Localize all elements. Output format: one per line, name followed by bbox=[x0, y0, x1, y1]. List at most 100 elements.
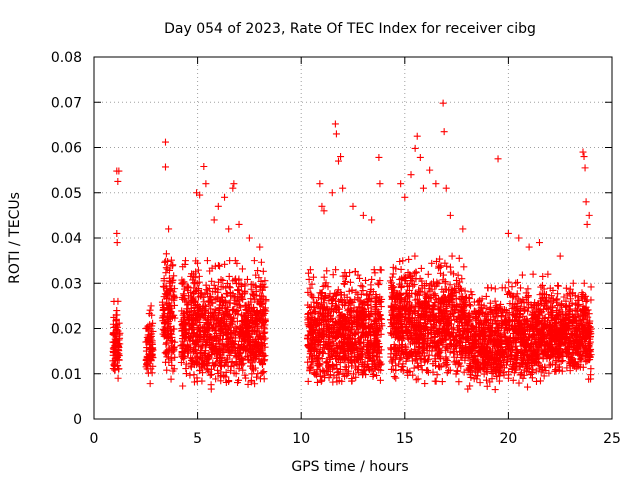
data-point bbox=[181, 313, 189, 321]
data-point bbox=[215, 278, 223, 286]
data-point bbox=[203, 362, 211, 370]
data-point bbox=[243, 275, 251, 283]
data-point bbox=[147, 302, 155, 310]
data-point bbox=[165, 225, 173, 233]
data-point bbox=[159, 304, 167, 312]
data-point bbox=[248, 307, 256, 315]
data-point bbox=[160, 293, 168, 301]
data-point bbox=[261, 315, 269, 323]
data-point bbox=[111, 362, 119, 370]
data-point bbox=[585, 211, 593, 219]
data-point bbox=[436, 263, 444, 271]
data-point bbox=[145, 310, 153, 318]
data-point bbox=[115, 347, 123, 355]
data-point bbox=[259, 306, 267, 314]
data-point bbox=[442, 353, 450, 361]
data-point bbox=[113, 325, 121, 333]
data-point bbox=[368, 275, 376, 283]
data-point bbox=[204, 352, 212, 360]
data-point bbox=[532, 377, 540, 385]
data-point bbox=[200, 163, 208, 171]
data-point bbox=[192, 332, 200, 340]
data-point bbox=[225, 225, 233, 233]
data-point bbox=[219, 294, 227, 302]
data-point bbox=[112, 316, 120, 324]
data-point bbox=[163, 339, 171, 347]
data-point bbox=[184, 300, 192, 308]
data-point bbox=[197, 341, 205, 349]
data-point bbox=[182, 360, 190, 368]
data-point bbox=[218, 304, 226, 312]
data-point bbox=[316, 180, 324, 188]
x-tick-label: 5 bbox=[193, 431, 202, 447]
data-point bbox=[144, 360, 152, 368]
data-point bbox=[460, 263, 468, 271]
data-point bbox=[113, 311, 121, 319]
data-point bbox=[466, 302, 474, 310]
data-point bbox=[170, 272, 178, 280]
data-point bbox=[210, 362, 218, 370]
data-point bbox=[257, 369, 265, 377]
data-point bbox=[168, 356, 176, 364]
data-point bbox=[515, 234, 523, 242]
data-point bbox=[239, 366, 247, 374]
data-point bbox=[190, 371, 198, 379]
data-point bbox=[392, 374, 400, 382]
data-point bbox=[399, 257, 407, 265]
data-point bbox=[162, 250, 170, 258]
data-point bbox=[144, 369, 152, 377]
y-tick-label: 0.05 bbox=[51, 186, 82, 202]
data-point bbox=[331, 120, 339, 128]
data-point bbox=[375, 153, 383, 161]
data-point bbox=[230, 305, 238, 313]
data-point bbox=[587, 365, 595, 373]
data-point bbox=[171, 285, 179, 293]
data-point bbox=[247, 337, 255, 345]
data-point bbox=[196, 326, 204, 334]
data-point bbox=[401, 193, 409, 201]
data-point bbox=[208, 313, 216, 321]
data-point bbox=[238, 265, 246, 273]
data-point bbox=[432, 180, 440, 188]
data-point bbox=[256, 292, 264, 300]
data-point bbox=[220, 372, 228, 380]
data-point bbox=[491, 386, 499, 394]
data-point bbox=[375, 281, 383, 289]
data-point bbox=[193, 279, 201, 287]
data-point bbox=[115, 365, 123, 373]
data-point bbox=[536, 377, 544, 385]
data-point bbox=[182, 370, 190, 378]
data-point bbox=[535, 239, 543, 247]
data-point bbox=[239, 356, 247, 364]
data-point bbox=[254, 267, 262, 275]
data-point bbox=[412, 376, 420, 384]
data-point bbox=[232, 370, 240, 378]
data-point bbox=[207, 365, 215, 373]
data-point bbox=[196, 367, 204, 375]
data-point bbox=[167, 262, 175, 270]
y-tick-label: 0.01 bbox=[51, 367, 82, 383]
data-point bbox=[554, 282, 562, 290]
data-point bbox=[177, 358, 185, 366]
data-point bbox=[202, 342, 210, 350]
data-point bbox=[360, 367, 368, 375]
data-point bbox=[184, 282, 192, 290]
x-axis-label: GPS time / hours bbox=[291, 459, 408, 475]
data-point bbox=[166, 285, 174, 293]
data-point bbox=[529, 270, 537, 278]
data-point bbox=[222, 323, 230, 331]
data-point bbox=[211, 349, 219, 357]
data-point bbox=[407, 171, 415, 179]
data-point bbox=[247, 295, 255, 303]
data-point bbox=[149, 319, 157, 327]
data-point bbox=[187, 288, 195, 296]
data-point bbox=[455, 378, 463, 386]
data-point bbox=[377, 266, 385, 274]
data-point bbox=[207, 318, 215, 326]
data-point bbox=[252, 318, 260, 326]
data-point bbox=[242, 325, 250, 333]
data-point bbox=[242, 336, 250, 344]
data-point bbox=[376, 180, 384, 188]
data-point bbox=[504, 229, 512, 237]
data-point bbox=[439, 99, 447, 107]
